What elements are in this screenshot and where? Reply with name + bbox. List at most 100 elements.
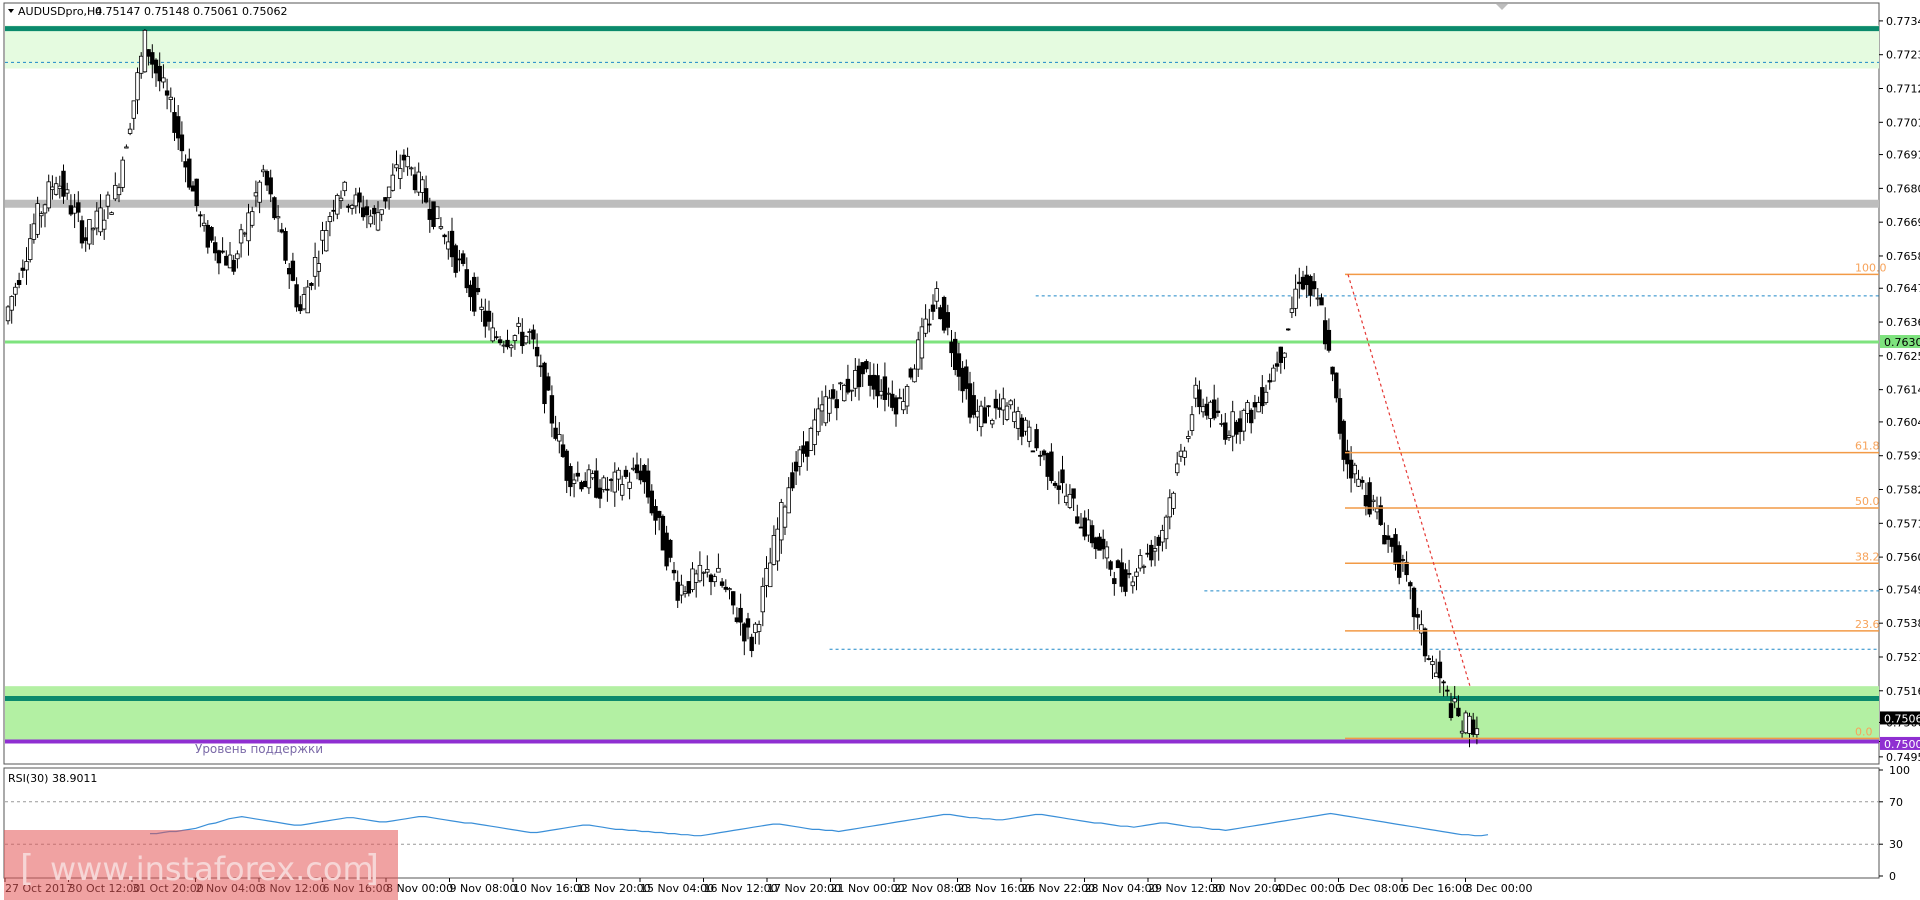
candle-body xyxy=(927,323,932,326)
candle-body xyxy=(268,177,273,195)
candle-body xyxy=(1297,281,1302,285)
candle-body xyxy=(1452,698,1457,703)
candle-body xyxy=(986,405,991,408)
candle-body xyxy=(1300,276,1306,290)
candle-body xyxy=(1093,537,1098,550)
candle-body xyxy=(1041,450,1047,456)
candle-body xyxy=(594,470,599,498)
candle-body xyxy=(1400,559,1406,561)
candle-body xyxy=(705,569,710,573)
candle-body xyxy=(886,392,891,395)
candle-body xyxy=(812,419,817,445)
candle-body xyxy=(397,168,403,179)
candle-body xyxy=(745,618,751,628)
candle-body xyxy=(87,219,92,245)
candle-body xyxy=(864,361,869,370)
candle-body xyxy=(312,257,318,277)
candle-body xyxy=(1456,707,1461,717)
candle-body xyxy=(13,286,18,295)
candle-body xyxy=(135,72,140,101)
candle-body xyxy=(1175,463,1180,474)
candle-body xyxy=(1430,661,1435,666)
candle-body xyxy=(608,479,614,481)
dropdown-triangle-icon[interactable] xyxy=(8,9,14,13)
candle-body xyxy=(1230,411,1235,437)
y-tick-label-16: 0.75600 xyxy=(1886,551,1920,564)
candle-body xyxy=(124,146,129,149)
y-tick-label-19: 0.75275 xyxy=(1886,651,1920,664)
candle-body xyxy=(1115,560,1121,569)
candle-body xyxy=(224,255,229,266)
candle-body xyxy=(431,201,436,227)
shift-marker-icon[interactable] xyxy=(1496,4,1508,10)
candle-body xyxy=(16,280,22,285)
candle-body xyxy=(660,515,666,551)
candle-body xyxy=(860,362,865,375)
candle-body xyxy=(146,49,151,57)
top-resistance-zone xyxy=(5,25,1879,69)
candle-body xyxy=(261,169,266,173)
candle-body xyxy=(127,128,133,134)
candle-body xyxy=(1197,389,1202,408)
candle-body xyxy=(331,209,336,212)
candle-body xyxy=(760,585,765,613)
candle-body xyxy=(953,338,958,370)
support-zone xyxy=(5,686,1879,742)
candle-body xyxy=(1404,561,1409,576)
y-tick-label-11: 0.76145 xyxy=(1886,384,1920,397)
candle-body xyxy=(283,231,288,261)
candle-body xyxy=(386,186,392,199)
candle-body xyxy=(990,420,995,425)
candle-body xyxy=(1015,411,1021,429)
candle-body xyxy=(1049,451,1054,481)
candle-body xyxy=(24,261,29,271)
candle-body xyxy=(90,228,96,231)
watermark-background xyxy=(4,830,398,900)
rsi-tick-label-3: 0 xyxy=(1889,870,1896,883)
candle-body xyxy=(849,389,854,392)
candle-body xyxy=(449,230,455,258)
candle-body xyxy=(690,568,695,590)
candle-body xyxy=(405,155,410,168)
candle-body xyxy=(1282,352,1287,358)
candle-body xyxy=(1086,519,1091,536)
y-tick-label-20: 0.75165 xyxy=(1886,685,1920,698)
candle-body xyxy=(1241,409,1246,432)
candle-body xyxy=(867,375,873,386)
candle-body xyxy=(1471,719,1476,735)
candle-body xyxy=(1004,405,1010,420)
candle-body xyxy=(982,407,987,424)
candle-body xyxy=(653,506,658,521)
candle-body xyxy=(1348,459,1354,479)
candle-body xyxy=(1315,297,1320,300)
candle-body xyxy=(605,488,610,491)
candle-body xyxy=(1308,275,1313,296)
candle-body xyxy=(372,207,377,215)
candle-body xyxy=(912,368,917,383)
candle-body xyxy=(486,310,492,322)
candle-body xyxy=(1463,712,1468,734)
candle-body xyxy=(816,408,821,432)
candle-body xyxy=(845,378,851,393)
candle-body xyxy=(264,171,270,186)
candle-body xyxy=(538,365,543,368)
x-tick-label-6: 8 Nov 00:00 xyxy=(386,882,453,895)
candle-body xyxy=(749,636,754,652)
candle-body xyxy=(657,510,662,518)
candle-body xyxy=(305,286,310,314)
candle-body xyxy=(1008,400,1013,406)
candle-body xyxy=(479,306,484,310)
candle-body xyxy=(464,269,469,289)
candle-body xyxy=(546,376,551,391)
candle-body xyxy=(923,318,928,334)
candle-body xyxy=(379,209,384,215)
candle-body xyxy=(790,472,795,489)
candle-body xyxy=(205,224,210,248)
candle-body xyxy=(568,465,573,488)
candle-body xyxy=(1138,555,1143,569)
candle-body xyxy=(964,366,969,389)
candle-body xyxy=(856,365,862,388)
candle-body xyxy=(712,576,717,583)
candle-body xyxy=(978,405,984,428)
candle-body xyxy=(1441,681,1446,684)
